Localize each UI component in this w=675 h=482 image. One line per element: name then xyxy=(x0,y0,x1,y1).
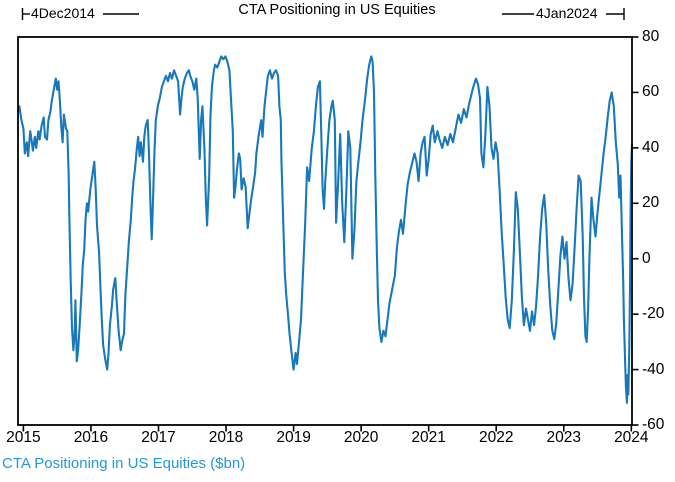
x-tick-label: 2017 xyxy=(141,429,176,446)
x-tick-label: 2023 xyxy=(546,429,581,446)
x-tick-label: 2022 xyxy=(478,429,514,446)
axis-tick-marks xyxy=(22,36,639,432)
y-tick-label: 80 xyxy=(642,28,660,45)
x-tick-label: 2019 xyxy=(276,429,311,446)
y-tick-label: 20 xyxy=(642,194,660,212)
y-tick-label: -60 xyxy=(642,416,665,433)
y-tick-label: -20 xyxy=(642,305,665,323)
y-tick-label: -40 xyxy=(642,360,665,378)
x-tick-label: 2016 xyxy=(73,429,109,446)
y-tick-label: 40 xyxy=(642,138,660,156)
range-start-marker xyxy=(21,8,139,20)
x-tick-label: 2015 xyxy=(6,429,41,446)
plot-frame xyxy=(17,36,633,426)
range-end-label: 4Jan2024 xyxy=(536,5,598,21)
x-tick-label: 2020 xyxy=(343,429,379,446)
x-tick-label: 2024 xyxy=(614,429,649,446)
x-tick-label: 2018 xyxy=(208,429,244,446)
x-tick-label: 2021 xyxy=(411,429,446,446)
chart-title: CTA Positioning in US Equities xyxy=(238,2,436,18)
range-end-marker xyxy=(502,8,625,20)
y-tick-label: 60 xyxy=(642,83,660,101)
cta-positioning-series xyxy=(16,55,634,404)
range-start-label: 4Dec2014 xyxy=(31,5,95,21)
chart-footer-label: CTA Positioning in US Equities ($bn) xyxy=(2,455,246,472)
y-tick-label: 0 xyxy=(642,249,651,267)
